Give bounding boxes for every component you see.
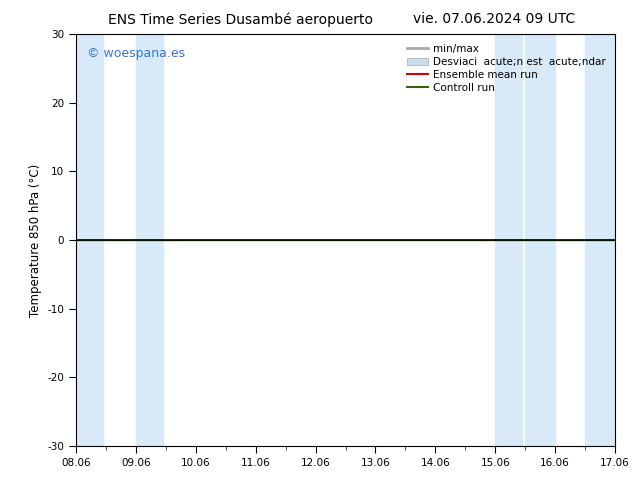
- Text: vie. 07.06.2024 09 UTC: vie. 07.06.2024 09 UTC: [413, 12, 576, 26]
- Legend: min/max, Desviaci  acute;n est  acute;ndar, Ensemble mean run, Controll run: min/max, Desviaci acute;n est acute;ndar…: [403, 40, 610, 97]
- Bar: [76, 34, 103, 446]
- Text: © woespana.es: © woespana.es: [87, 47, 185, 60]
- Bar: [585, 34, 615, 446]
- Bar: [525, 34, 555, 446]
- Text: ENS Time Series Dusambé aeropuerto: ENS Time Series Dusambé aeropuerto: [108, 12, 373, 27]
- Y-axis label: Temperature 850 hPa (°C): Temperature 850 hPa (°C): [29, 164, 42, 317]
- Bar: [495, 34, 522, 446]
- Bar: [136, 34, 163, 446]
